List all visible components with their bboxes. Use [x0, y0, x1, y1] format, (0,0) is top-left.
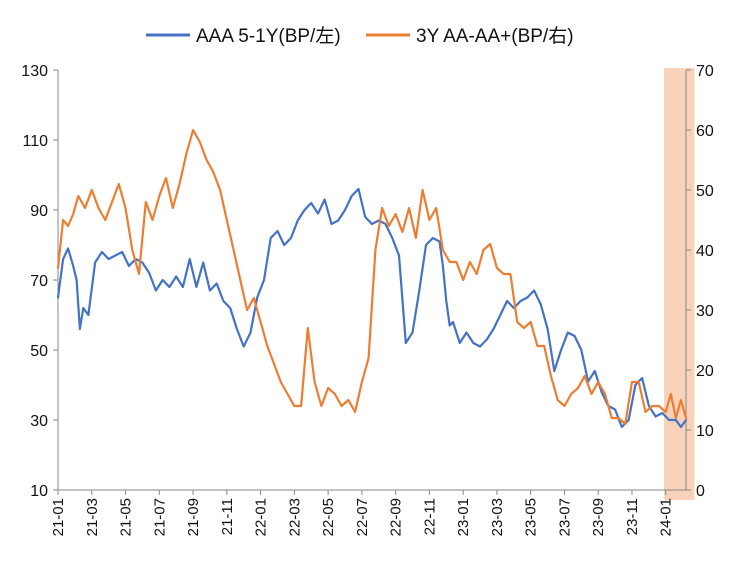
x-tick-label: 22-07 — [354, 498, 371, 536]
left-tick-label: 110 — [22, 133, 48, 150]
right-tick-label: 0 — [696, 483, 705, 500]
legend-label-series-1: AAA 5-1Y(BP/左) — [196, 25, 341, 47]
x-tick-label: 23-01 — [455, 498, 472, 536]
right-tick-label: 30 — [696, 303, 714, 320]
x-tick-label: 23-09 — [590, 498, 607, 536]
left-tick-label: 130 — [21, 63, 48, 80]
x-tick-label: 22-09 — [388, 498, 405, 536]
series-line-2 — [56, 128, 688, 426]
series-line-1 — [56, 187, 688, 429]
x-tick-label: 21-09 — [185, 498, 202, 536]
legend: AAA 5-1Y(BP/左) 3Y AA-AA+(BP/右) — [146, 25, 574, 47]
legend-label-series-2: 3Y AA-AA+(BP/右) — [416, 25, 574, 47]
left-tick-label: 50 — [30, 343, 48, 360]
x-tick-label: 21-03 — [84, 498, 101, 536]
left-tick-label: 30 — [30, 413, 48, 430]
x-tick-label: 21-05 — [118, 498, 135, 536]
x-tick-label: 22-01 — [253, 498, 270, 536]
highlight-band — [664, 68, 695, 500]
right-tick-label: 50 — [696, 183, 714, 200]
plot-area: 10 30 50 70 90 110 130 0 10 20 30 40 50 60 70 21-01 21-0… — [21, 63, 714, 536]
left-tick-label: 70 — [30, 273, 48, 290]
right-tick-label: 60 — [696, 123, 714, 140]
x-tick-label: 23-07 — [556, 498, 573, 536]
x-tick-label: 24-01 — [658, 498, 675, 536]
x-tick-label: 21-07 — [151, 498, 168, 536]
left-tick-label: 90 — [30, 203, 48, 220]
right-tick-label: 70 — [696, 63, 714, 80]
x-tick-label: 23-05 — [523, 498, 540, 536]
x-tick-label: 21-01 — [50, 498, 67, 536]
left-tick-label: 10 — [30, 483, 48, 500]
x-tick-label: 23-03 — [489, 498, 506, 536]
x-tick-label: 22-11 — [421, 498, 438, 535]
right-tick-label: 20 — [696, 363, 714, 380]
x-tick-label: 22-05 — [320, 498, 337, 536]
x-tick-label: 23-11 — [624, 498, 641, 535]
x-tick-label: 22-03 — [286, 498, 303, 536]
right-tick-label: 10 — [696, 423, 714, 440]
right-tick-label: 40 — [696, 243, 714, 260]
x-tick-label: 21-11 — [219, 498, 236, 535]
